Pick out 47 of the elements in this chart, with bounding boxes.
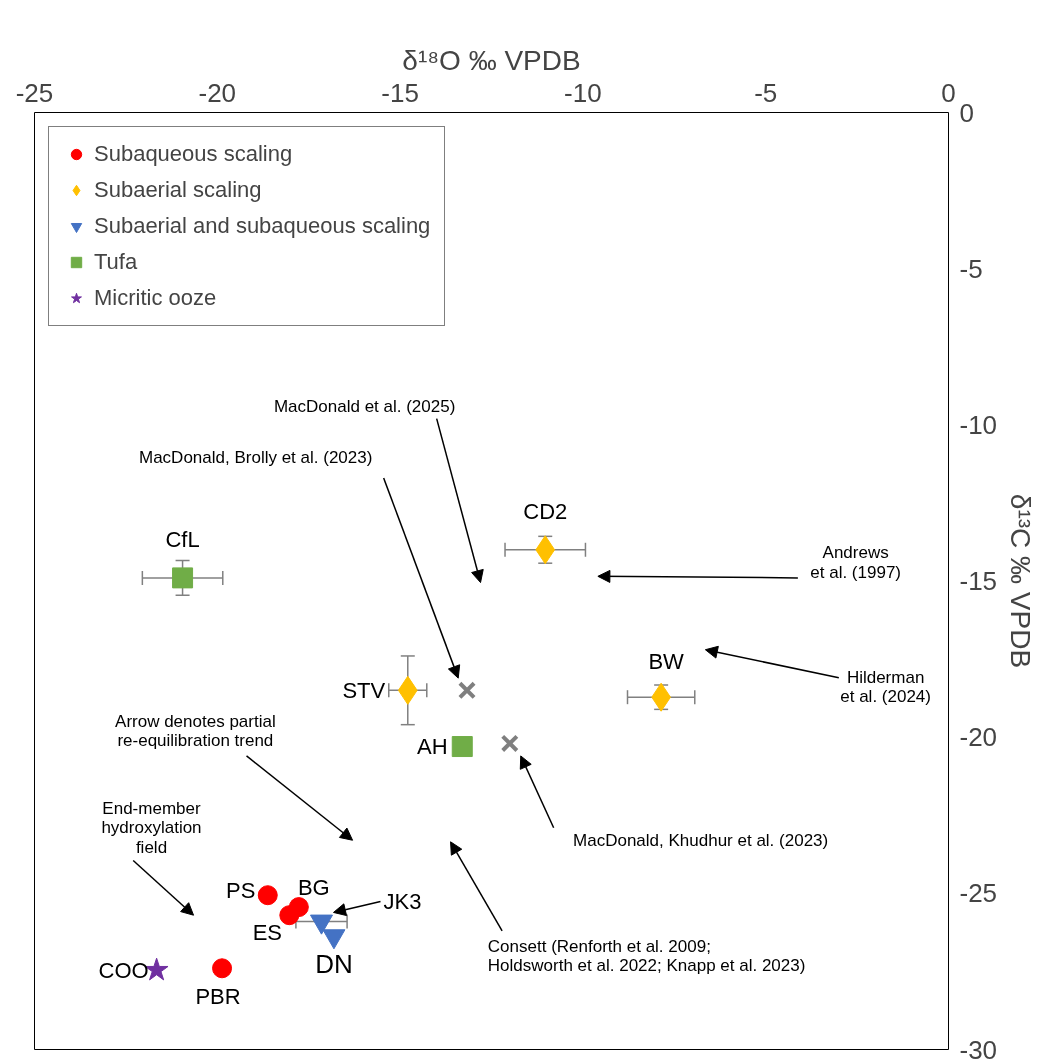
legend-label: Micritic ooze xyxy=(94,285,217,311)
annotation: Andrews et al. (1997) xyxy=(810,542,902,582)
y-axis-title: δ¹³C ‰ VPDB xyxy=(1005,493,1037,669)
annotation: BW xyxy=(648,648,685,674)
annotation: CfL xyxy=(165,527,200,553)
x-axis-title: δ¹⁸O ‰ VPDB xyxy=(402,44,581,76)
y-tick-label: -15 xyxy=(959,566,998,596)
point xyxy=(397,675,418,705)
y-tick-label: -5 xyxy=(959,253,983,284)
point xyxy=(279,905,300,926)
annotation: ES xyxy=(252,919,283,945)
legend-label: Subaerial scaling xyxy=(94,177,262,203)
legend-label: Subaqueous scaling xyxy=(94,141,293,167)
point xyxy=(257,885,278,906)
annotation: STV xyxy=(342,677,386,703)
y-tick-label: -30 xyxy=(959,1034,998,1061)
x-tick-label: -15 xyxy=(381,77,419,108)
annotation: End-member hydroxylation field xyxy=(101,798,202,857)
annotation: COO xyxy=(98,957,149,983)
annotation: PS xyxy=(226,877,256,903)
x-tick-label: -25 xyxy=(15,77,54,108)
point xyxy=(212,958,233,979)
annotation: MacDonald, Khudhur et al. (2023) xyxy=(573,830,829,850)
annotation: AH xyxy=(416,734,448,760)
x-tick-label: -20 xyxy=(198,77,237,108)
annotation: BG xyxy=(297,874,330,900)
annotation: MacDonald, Brolly et al. (2023) xyxy=(139,447,373,467)
point xyxy=(500,734,519,753)
annotation: MacDonald et al. (2025) xyxy=(273,396,456,416)
annotation: JK3 xyxy=(383,888,422,914)
y-tick-label: -25 xyxy=(959,878,998,909)
annotation: Arrow denotes partial re-equilibration trend xyxy=(115,711,276,751)
annotation: DN xyxy=(315,949,353,980)
point xyxy=(457,681,477,700)
annotation: CD2 xyxy=(523,499,568,525)
legend-label: Tufa xyxy=(94,249,138,275)
point xyxy=(172,567,194,589)
point xyxy=(451,736,473,758)
legend-label: Subaerial and subaqueous scaling xyxy=(94,213,431,239)
x-tick-label: -5 xyxy=(754,77,778,108)
annotation: PBR xyxy=(195,983,241,1009)
y-tick-label: -10 xyxy=(959,409,998,440)
x-tick-label: -10 xyxy=(564,77,602,108)
y-tick-label: -20 xyxy=(959,722,998,753)
y-tick-label: 0 xyxy=(959,97,974,128)
annotation: Consett (Renforth et al. 2009; Holdsworth et al. 2022; Knapp et al. 2023) xyxy=(487,936,806,976)
annotation: Hilderman et al. (2024) xyxy=(840,667,931,707)
